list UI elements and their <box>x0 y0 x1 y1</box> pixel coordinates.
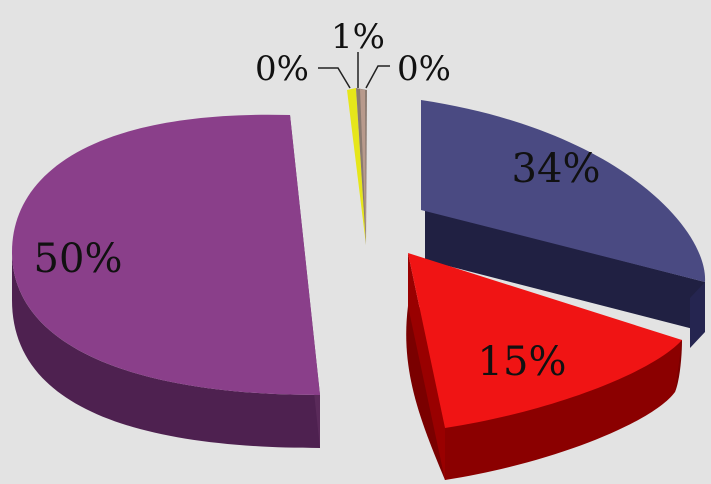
slice-label-0: 34% <box>512 146 601 192</box>
leader-line-left <box>318 67 351 89</box>
slice-label-5: 0% <box>397 49 451 89</box>
pie-slice-yellow <box>347 88 366 245</box>
pie-slice-dark-blue <box>421 100 706 348</box>
pie-slice-red <box>406 253 682 480</box>
slice-label-2: 50% <box>34 236 123 282</box>
pie-slice-purple <box>12 114 320 448</box>
pie-slice-tan <box>360 89 366 240</box>
slice-label-4: 1% <box>331 17 385 57</box>
slice-label-3: 0% <box>255 49 309 89</box>
slice-label-1: 15% <box>478 339 567 385</box>
tiny-slices-group <box>318 52 390 245</box>
slice-labels: 34% 15% 50% 0% 1% 0% <box>34 17 601 385</box>
leader-line-right <box>365 65 390 89</box>
